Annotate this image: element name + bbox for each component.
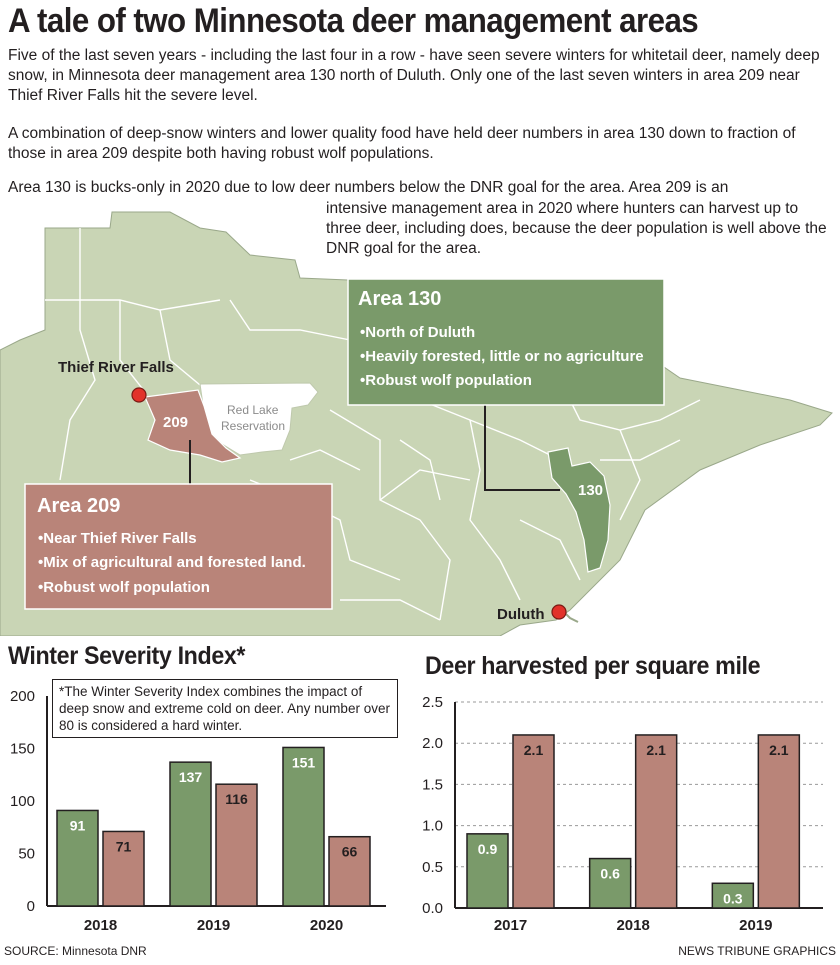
- wsi-y-tick-label: 150: [10, 741, 35, 758]
- area-209-bullet: •Mix of agricultural and forested land.: [38, 554, 306, 571]
- area-130-bullet: •Robust wolf population: [360, 372, 532, 389]
- wsi-chart-title: Winter Severity Index*: [8, 642, 246, 670]
- area-209-bullet: •Near Thief River Falls: [38, 530, 197, 547]
- wsi-x-tick-label: 2018: [84, 917, 117, 934]
- wsi-chart: 0 50 100 150 200 91 71 2018 137 116 2019 151 66 2020: [10, 688, 386, 934]
- area-130-tag: 130: [578, 482, 603, 499]
- wsi-data-label: 137: [179, 769, 203, 785]
- wsi-data-label: 71: [116, 838, 132, 854]
- harvest-y-tick-label: 1.5: [422, 776, 443, 793]
- area-130-leader: [484, 402, 560, 491]
- district-boundaries: [45, 228, 701, 621]
- wsi-x-tick-label: 2019: [197, 917, 230, 934]
- harvest-data-label: 2.1: [524, 742, 544, 758]
- harvest-chart: 0.0 0.5 1.0 1.5 2.0 2.5 0.9 2.1 2017 0.6 2.1 2018 0.…: [422, 694, 823, 934]
- wsi-data-label: 91: [70, 817, 86, 833]
- harvest-x-tick-label: 2017: [494, 917, 527, 934]
- wsi-bar: [169, 761, 212, 907]
- harvest-chart-title: Deer harvested per square mile: [425, 652, 761, 680]
- harvest-y-tick-label: 1.0: [422, 818, 443, 835]
- wsi-note: *The Winter Severity Index combines the …: [52, 679, 398, 738]
- area-209-bullet: •Robust wolf population: [38, 579, 210, 596]
- area-130-header: Area 130: [358, 288, 441, 310]
- harvest-x-tick-label: 2018: [616, 917, 649, 934]
- harvest-bar: [466, 833, 509, 909]
- harvest-bar: [711, 882, 755, 909]
- harvest-bar: [512, 734, 555, 909]
- intro-paragraph-3b: intensive management area in 2020 where …: [326, 200, 827, 257]
- area-209-region: [144, 389, 242, 463]
- red-lake-label-1: Red Lake: [227, 403, 279, 417]
- wsi-bar: [215, 783, 258, 907]
- harvest-bar: [588, 857, 632, 909]
- page-title: A tale of two Minnesota deer management …: [8, 2, 699, 40]
- intro-paragraph-3a: Area 130 is bucks-only in 2020 due to lo…: [8, 179, 729, 196]
- source-credit: SOURCE: Minnesota DNR: [4, 944, 147, 958]
- harvest-data-label: 2.1: [769, 742, 789, 758]
- area-209-header: Area 209: [37, 495, 120, 517]
- red-lake-label-2: Reservation: [221, 419, 285, 433]
- harvest-y-tick-label: 0.0: [422, 900, 443, 917]
- harvest-y-tick-label: 0.5: [422, 859, 443, 876]
- thief-river-falls-dot: [131, 387, 147, 403]
- wsi-bar: [328, 835, 371, 907]
- wsi-y-tick-label: 0: [27, 898, 35, 915]
- duluth-dot: [551, 604, 567, 620]
- harvest-data-label: 2.1: [646, 742, 666, 758]
- harvest-bar: [757, 734, 801, 909]
- wsi-data-label: 116: [225, 791, 248, 807]
- area-130-bullet: •North of Duluth: [360, 324, 475, 341]
- wsi-data-label: 151: [292, 754, 316, 770]
- area-209-tag: 209: [163, 414, 188, 431]
- wsi-bar: [56, 809, 99, 907]
- wsi-y-tick-label: 50: [18, 846, 35, 863]
- harvest-data-label: 0.9: [478, 841, 498, 857]
- wsi-y-tick-label: 200: [10, 688, 35, 705]
- harvest-y-tick-label: 2.0: [422, 735, 443, 752]
- intro-paragraph-1: Five of the last seven years - including…: [8, 47, 820, 104]
- area-130-bullet: •Heavily forested, little or no agricult…: [360, 348, 644, 365]
- minnesota-map: Red Lake Reservation 209 130 Thief River…: [0, 211, 833, 636]
- wsi-x-tick-label: 2020: [310, 917, 343, 934]
- thief-river-falls-label: Thief River Falls: [58, 359, 174, 376]
- intro-paragraph-2: A combination of deep-snow winters and l…: [8, 125, 796, 162]
- harvest-data-label: 0.6: [600, 866, 620, 882]
- wsi-bar: [282, 746, 325, 907]
- harvest-data-label: 0.3: [723, 890, 743, 906]
- wsi-data-label: 66: [342, 844, 358, 860]
- area-130-box: Area 130 •North of Duluth •Heavily fores…: [347, 278, 665, 406]
- graphics-credit: NEWS TRIBUNE GRAPHICS: [678, 944, 836, 958]
- harvest-bar: [634, 734, 678, 909]
- area-209-box: Area 209 •Near Thief River Falls •Mix of…: [24, 483, 333, 610]
- wsi-y-tick-label: 100: [10, 793, 35, 810]
- harvest-y-tick-label: 2.5: [422, 694, 443, 711]
- wsi-bar: [102, 830, 145, 907]
- duluth-label: Duluth: [497, 606, 544, 623]
- area-130-region: [547, 447, 611, 573]
- harvest-x-tick-label: 2019: [739, 917, 772, 934]
